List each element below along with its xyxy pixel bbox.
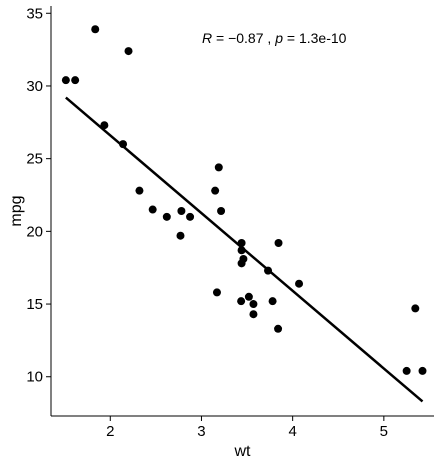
data-point bbox=[418, 366, 427, 375]
data-point bbox=[217, 207, 226, 215]
x-tick-label: 4 bbox=[288, 423, 296, 440]
data-point bbox=[91, 25, 100, 34]
data-point bbox=[177, 207, 186, 215]
x-tick-label: 5 bbox=[380, 423, 388, 440]
correlation-annotation: R = −0.87 , p = 1.3e-10 bbox=[202, 30, 347, 46]
data-point bbox=[295, 279, 304, 288]
data-points bbox=[61, 25, 427, 375]
axes bbox=[50, 6, 434, 417]
data-point bbox=[71, 76, 80, 85]
data-point bbox=[268, 297, 277, 306]
data-point bbox=[135, 186, 144, 195]
data-point bbox=[237, 297, 246, 306]
regression-layer bbox=[65, 96, 424, 403]
p-value: = 1.3e-10 bbox=[283, 30, 347, 46]
data-point bbox=[176, 231, 185, 240]
data-point bbox=[211, 186, 220, 195]
data-point bbox=[186, 212, 195, 221]
r-value: = −0.87 , bbox=[212, 30, 275, 46]
data-point bbox=[402, 366, 411, 375]
y-tick-label: 35 bbox=[26, 5, 43, 22]
data-point bbox=[239, 254, 248, 263]
data-point bbox=[249, 300, 258, 309]
y-tick-label: 25 bbox=[26, 151, 43, 168]
data-point bbox=[244, 292, 253, 301]
x-tick-label: 3 bbox=[197, 423, 205, 440]
data-point bbox=[249, 310, 258, 319]
x-axis-title: wt bbox=[234, 443, 252, 460]
data-point bbox=[214, 163, 223, 172]
data-point bbox=[148, 205, 157, 214]
y-tick-label: 30 bbox=[26, 78, 43, 95]
y-tick-label: 15 bbox=[26, 296, 43, 313]
data-point bbox=[411, 304, 420, 313]
data-point bbox=[162, 212, 171, 221]
data-point bbox=[61, 76, 70, 85]
y-tick-label: 10 bbox=[26, 369, 43, 386]
regression-line bbox=[65, 96, 424, 403]
y-axis-title: mpg bbox=[8, 195, 25, 226]
y-tick-label: 20 bbox=[26, 223, 43, 240]
p-symbol: p bbox=[274, 30, 283, 46]
r-symbol: R bbox=[202, 30, 212, 46]
ticks: 2 3 4 5 10 15 20 25 30 35 bbox=[26, 5, 388, 440]
data-point bbox=[124, 47, 133, 56]
data-point bbox=[212, 288, 221, 297]
data-point bbox=[274, 238, 283, 247]
data-point bbox=[274, 324, 283, 333]
x-tick-label: 2 bbox=[106, 423, 114, 440]
